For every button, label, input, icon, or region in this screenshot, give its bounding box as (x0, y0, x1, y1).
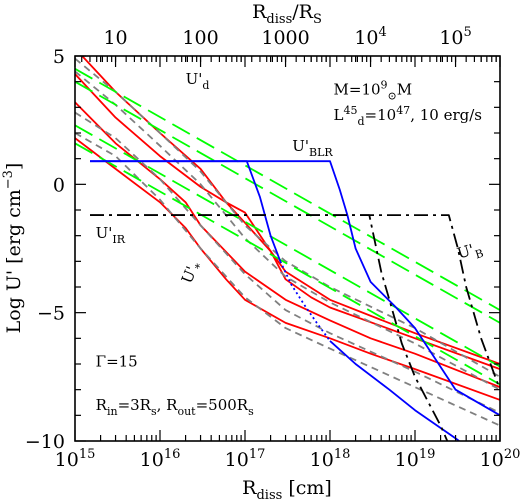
y-tick-label: −5 (37, 303, 65, 325)
series-line-3 (75, 101, 500, 388)
series-line-4 (75, 137, 500, 401)
y-tick-label: −10 (25, 431, 65, 453)
series-line-12 (75, 142, 500, 386)
x-tick-label: 1016 (140, 447, 181, 471)
top-tick-label: 100 (182, 27, 218, 49)
y-tick-label: 0 (53, 174, 65, 196)
series-line-2 (75, 73, 500, 370)
series-line-14 (90, 160, 282, 262)
top-tick-label: 104 (354, 25, 386, 49)
x-tick-label: 1019 (395, 447, 436, 471)
series-line-10 (75, 80, 500, 324)
series-line-18 (90, 214, 449, 441)
series-line-9 (75, 68, 500, 311)
annotation-ustar: U'* (178, 258, 207, 287)
x-axis-title: Rdiss [cm] (242, 477, 332, 499)
annotation-ublr: U'BLR (292, 137, 333, 159)
x-tick-label: 1017 (225, 447, 266, 471)
tick-label-layer: 1015 1016 1017 1018 1019 1020 5 0 −5 −10 10 100 1000… (25, 25, 520, 471)
annotation-lum: L45d=1047, 10 erg/s (334, 104, 482, 128)
series-line-16 (329, 340, 460, 441)
y-axis-title: Log U' [erg cm−3] (1, 163, 25, 334)
top-axis-title: Rdiss/RS (252, 1, 322, 27)
series-line-6 (75, 70, 500, 391)
annotation-uir: U'IR (96, 224, 126, 246)
top-tick-label: 1000 (261, 27, 309, 49)
series-line-13 (90, 160, 500, 417)
series-line-7 (75, 111, 500, 414)
top-tick-label: 10 (103, 27, 127, 49)
axis-title-layer: Rdiss [cm] Rdiss/RS Log U' [erg cm−3] (1, 1, 332, 499)
x-tick-label: 1020 (480, 447, 521, 471)
series-line-5 (75, 57, 500, 378)
x-tick-label: 1015 (55, 447, 96, 471)
series-line-17 (90, 214, 500, 391)
y-tick-label: 5 (53, 46, 65, 68)
series-layer (75, 56, 500, 441)
series-line-8 (75, 132, 500, 427)
series-line-1 (80, 56, 500, 365)
series-line-15 (279, 260, 331, 342)
annotation-radii: Rin=3Rs, Rout=500Rs (96, 396, 254, 418)
x-tick-label: 1018 (310, 447, 351, 471)
series-line-11 (75, 124, 500, 368)
annotation-ud: U'd (186, 70, 210, 92)
top-tick-label: 105 (439, 25, 471, 49)
plot-frame (74, 55, 501, 442)
tick-layer (74, 55, 501, 442)
annotation-gamma: Γ=15 (96, 353, 138, 371)
annotation-ub: U'B (455, 238, 485, 266)
annotation-mass: M=109⊙M (334, 79, 413, 103)
